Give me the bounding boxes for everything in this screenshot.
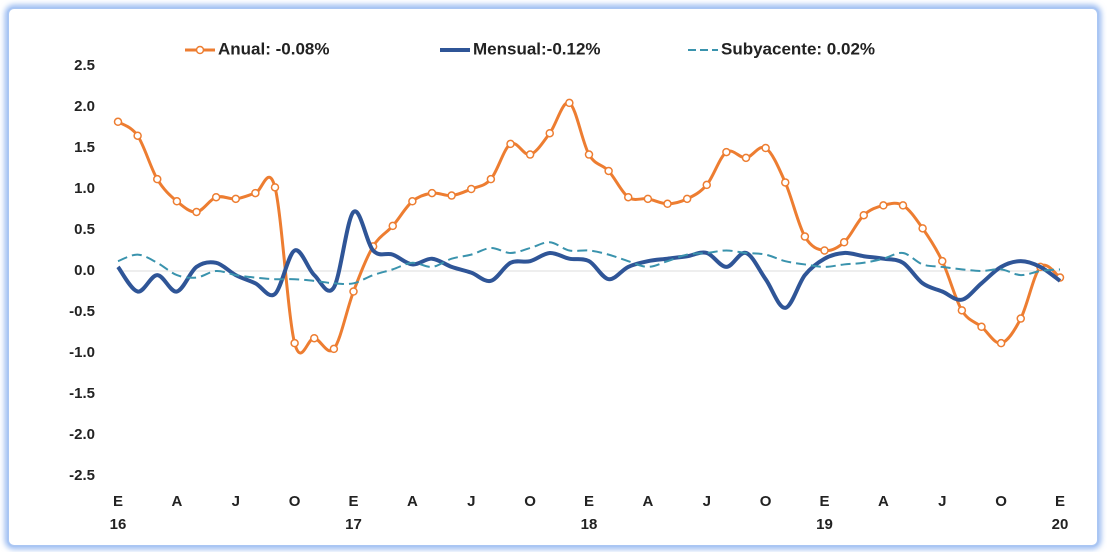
legend-label: Subyacente: 0.02%	[721, 39, 875, 58]
x-year-label: 19	[816, 516, 833, 533]
point	[879, 201, 888, 210]
point	[388, 221, 397, 231]
point	[447, 191, 456, 200]
point	[663, 199, 672, 209]
x-year-label: 18	[581, 516, 598, 533]
point	[624, 192, 633, 202]
point	[957, 306, 967, 315]
point	[741, 153, 751, 163]
y-tick-label: 1.5	[74, 139, 95, 156]
y-tick-label: 1.0	[74, 180, 95, 197]
y-tick-label: -1.0	[69, 344, 95, 361]
x-tick-label: A	[407, 493, 418, 510]
point	[918, 224, 927, 233]
point	[211, 192, 221, 202]
point	[977, 322, 986, 332]
y-tick-label: 0.5	[74, 221, 95, 238]
point	[231, 194, 240, 204]
legend-label: Mensual:-0.12%	[473, 39, 601, 58]
point	[133, 131, 142, 140]
x-tick-label: J	[703, 493, 711, 510]
point	[545, 128, 554, 138]
x-tick-label: O	[995, 493, 1007, 510]
point	[270, 183, 280, 192]
x-tick-label: J	[467, 493, 475, 510]
x-tick-label: A	[878, 493, 889, 510]
point	[565, 98, 574, 108]
legend-marker	[195, 45, 205, 55]
y-tick-label: -1.5	[69, 385, 95, 402]
point	[702, 180, 711, 190]
point	[192, 207, 201, 217]
point	[153, 174, 162, 184]
x-tick-label: A	[642, 493, 653, 510]
point	[172, 197, 182, 206]
y-tick-label: -0.5	[69, 303, 95, 320]
point	[938, 256, 947, 266]
point	[113, 117, 123, 127]
point	[722, 147, 731, 157]
point	[427, 188, 437, 198]
x-year-label: 16	[110, 516, 127, 533]
point	[781, 178, 790, 187]
x-tick-label: E	[1055, 493, 1065, 510]
x-year-label: 20	[1052, 516, 1069, 533]
point	[859, 210, 868, 220]
point	[584, 150, 594, 159]
y-tick-label: -2.0	[69, 426, 95, 443]
frame	[7, 7, 1099, 547]
point	[408, 197, 417, 206]
point	[898, 201, 908, 210]
y-tick-label: 0.0	[74, 262, 95, 279]
point	[290, 338, 299, 348]
y-tick-label: 2.0	[74, 98, 95, 115]
x-tick-label: J	[232, 493, 240, 510]
x-tick-label: O	[289, 493, 301, 510]
x-tick-label: E	[584, 493, 594, 510]
point	[525, 150, 535, 159]
point	[310, 333, 319, 343]
point	[839, 238, 849, 247]
point	[506, 139, 515, 149]
x-tick-label: E	[348, 493, 358, 510]
point	[1016, 314, 1025, 323]
series-line	[117, 241, 1061, 286]
series-line	[116, 209, 1062, 310]
point	[761, 143, 770, 153]
point	[329, 344, 339, 354]
x-tick-label: A	[171, 493, 182, 510]
legend-label: Anual: -0.08%	[218, 39, 329, 58]
point	[682, 194, 692, 204]
x-tick-label: E	[819, 493, 829, 510]
point	[800, 232, 810, 241]
y-tick-label: -2.5	[69, 467, 95, 484]
x-tick-label: E	[113, 493, 123, 510]
y-tick-label: 2.5	[74, 57, 95, 74]
point	[820, 246, 829, 255]
x-year-label: 17	[345, 516, 362, 533]
point	[349, 287, 358, 296]
point	[467, 184, 476, 194]
point	[251, 188, 260, 198]
x-tick-label: J	[938, 493, 946, 510]
x-tick-label: O	[524, 493, 536, 510]
point	[996, 338, 1006, 348]
x-tick-label: O	[760, 493, 772, 510]
point	[604, 166, 613, 176]
point	[643, 194, 653, 204]
point	[486, 174, 496, 184]
